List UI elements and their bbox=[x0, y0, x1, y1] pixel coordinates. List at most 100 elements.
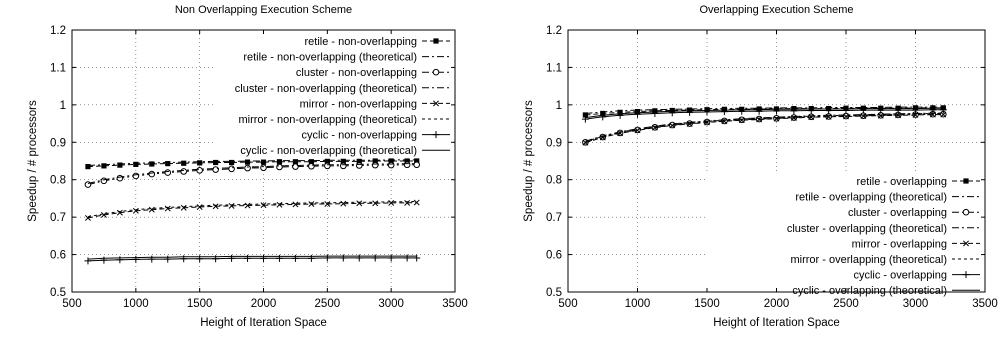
data-point bbox=[388, 199, 395, 206]
data-point bbox=[413, 199, 420, 206]
legend-label: mirror - non-overlapping bbox=[300, 98, 417, 110]
data-point bbox=[582, 112, 588, 118]
x-tick-label: 1000 bbox=[625, 298, 651, 310]
x-tick-label: 1000 bbox=[123, 298, 149, 310]
data-point bbox=[244, 159, 251, 165]
data-point bbox=[404, 158, 410, 164]
series-line bbox=[87, 159, 417, 166]
data-point bbox=[912, 106, 919, 114]
x-axis-label: Height of Iteration Space bbox=[713, 317, 840, 329]
data-point bbox=[197, 160, 203, 166]
legend-label: retile - non-overlapping (theoretical) bbox=[243, 52, 417, 64]
data-point bbox=[686, 120, 693, 127]
chart-title: Non Overlapping Execution Scheme bbox=[175, 4, 352, 16]
series-line bbox=[87, 257, 417, 262]
data-point bbox=[912, 112, 919, 118]
data-point bbox=[404, 199, 411, 206]
y-tick-label: 1 bbox=[556, 100, 562, 112]
y-tick-label: 0.6 bbox=[50, 250, 66, 262]
data-point bbox=[790, 115, 797, 121]
x-axis-label: Height of Iteration Space bbox=[200, 317, 327, 329]
series-line bbox=[87, 163, 417, 184]
legend-marker bbox=[432, 68, 440, 76]
x-tick-label: 3000 bbox=[903, 298, 929, 310]
data-point bbox=[721, 118, 728, 125]
legend-label: retile - overlapping (theoretical) bbox=[795, 192, 947, 204]
data-point bbox=[213, 159, 219, 166]
x-tick-label: 500 bbox=[558, 298, 577, 310]
y-tick-label: 1.1 bbox=[50, 62, 66, 74]
y-tick-label: 0.9 bbox=[50, 137, 66, 149]
legend-marker bbox=[432, 131, 440, 139]
data-point bbox=[372, 200, 379, 207]
series-line bbox=[87, 164, 417, 186]
data-point bbox=[372, 158, 378, 164]
data-point bbox=[260, 202, 267, 209]
x-tick-label: 1500 bbox=[187, 298, 213, 310]
y-tick-label: 1.1 bbox=[546, 62, 562, 74]
y-tick-label: 0.8 bbox=[546, 175, 562, 187]
series-5 bbox=[585, 113, 944, 142]
x-tick-label: 3000 bbox=[378, 298, 404, 310]
data-point bbox=[308, 201, 315, 207]
y-tick-label: 0.6 bbox=[546, 250, 562, 262]
y-tick-label: 0.5 bbox=[546, 287, 562, 299]
axis-ticks: 500 1000 1500 2000 2500 3000 3500 0.5 0.6 0.7 0.8 0… bbox=[50, 25, 468, 310]
legend-label: retile - non-overlapping bbox=[304, 36, 417, 48]
data-point bbox=[164, 205, 171, 212]
data-point bbox=[877, 112, 884, 119]
data-point bbox=[634, 110, 641, 118]
data-point bbox=[260, 159, 267, 165]
data-point bbox=[116, 209, 123, 216]
data-point bbox=[133, 161, 139, 167]
y-tick-label: 0.7 bbox=[546, 212, 562, 224]
data-point bbox=[704, 119, 710, 126]
y-tick-label: 1.2 bbox=[546, 25, 562, 37]
data-point bbox=[877, 106, 885, 114]
data-point bbox=[581, 115, 589, 123]
legend-label: cluster - overlapping (theoretical) bbox=[787, 223, 947, 235]
y-tick-label: 0.7 bbox=[50, 212, 66, 224]
x-tick-label: 2500 bbox=[315, 298, 341, 310]
data-point bbox=[388, 158, 394, 164]
data-point bbox=[292, 163, 299, 170]
legend-label: mirror - overlapping (theoretical) bbox=[791, 254, 948, 266]
x-tick-label: 1500 bbox=[694, 298, 720, 310]
legend-label: cyclic - overlapping bbox=[853, 270, 947, 282]
data-point bbox=[117, 162, 123, 168]
legend-label: mirror - overlapping bbox=[852, 238, 947, 250]
y-axis-label: Speedup / # processors bbox=[27, 100, 39, 222]
data-point bbox=[668, 109, 676, 117]
data-point bbox=[180, 204, 187, 211]
data-point bbox=[276, 159, 283, 165]
legend-marker bbox=[433, 38, 439, 44]
series-line bbox=[585, 109, 944, 120]
series-4 bbox=[582, 111, 947, 146]
data-point bbox=[859, 106, 867, 114]
x-tick-label: 3500 bbox=[972, 298, 998, 310]
series-line bbox=[87, 202, 417, 219]
data-point bbox=[244, 164, 251, 172]
legend-marker bbox=[962, 208, 970, 216]
data-point bbox=[244, 202, 251, 209]
data-point bbox=[414, 158, 420, 164]
series-line bbox=[585, 107, 944, 119]
y-tick-label: 1 bbox=[60, 100, 66, 112]
y-tick-label: 0.5 bbox=[50, 287, 66, 299]
data-point bbox=[808, 114, 815, 121]
data-point bbox=[196, 204, 203, 210]
data-point bbox=[651, 109, 659, 117]
data-point bbox=[132, 207, 139, 214]
data-point bbox=[738, 117, 745, 124]
axis-ticks: 500 1000 1500 2000 2500 3000 3500 0.5 0.6 0.7 0.8 0… bbox=[546, 25, 998, 310]
data-point bbox=[324, 201, 331, 207]
legend-label: cluster - overlapping bbox=[848, 207, 947, 219]
series-line bbox=[585, 113, 944, 142]
y-tick-label: 0.9 bbox=[546, 137, 562, 149]
data-point bbox=[356, 200, 363, 207]
data-point bbox=[940, 111, 947, 118]
data-point bbox=[101, 163, 107, 169]
data-point bbox=[308, 159, 314, 165]
data-point bbox=[340, 158, 346, 164]
